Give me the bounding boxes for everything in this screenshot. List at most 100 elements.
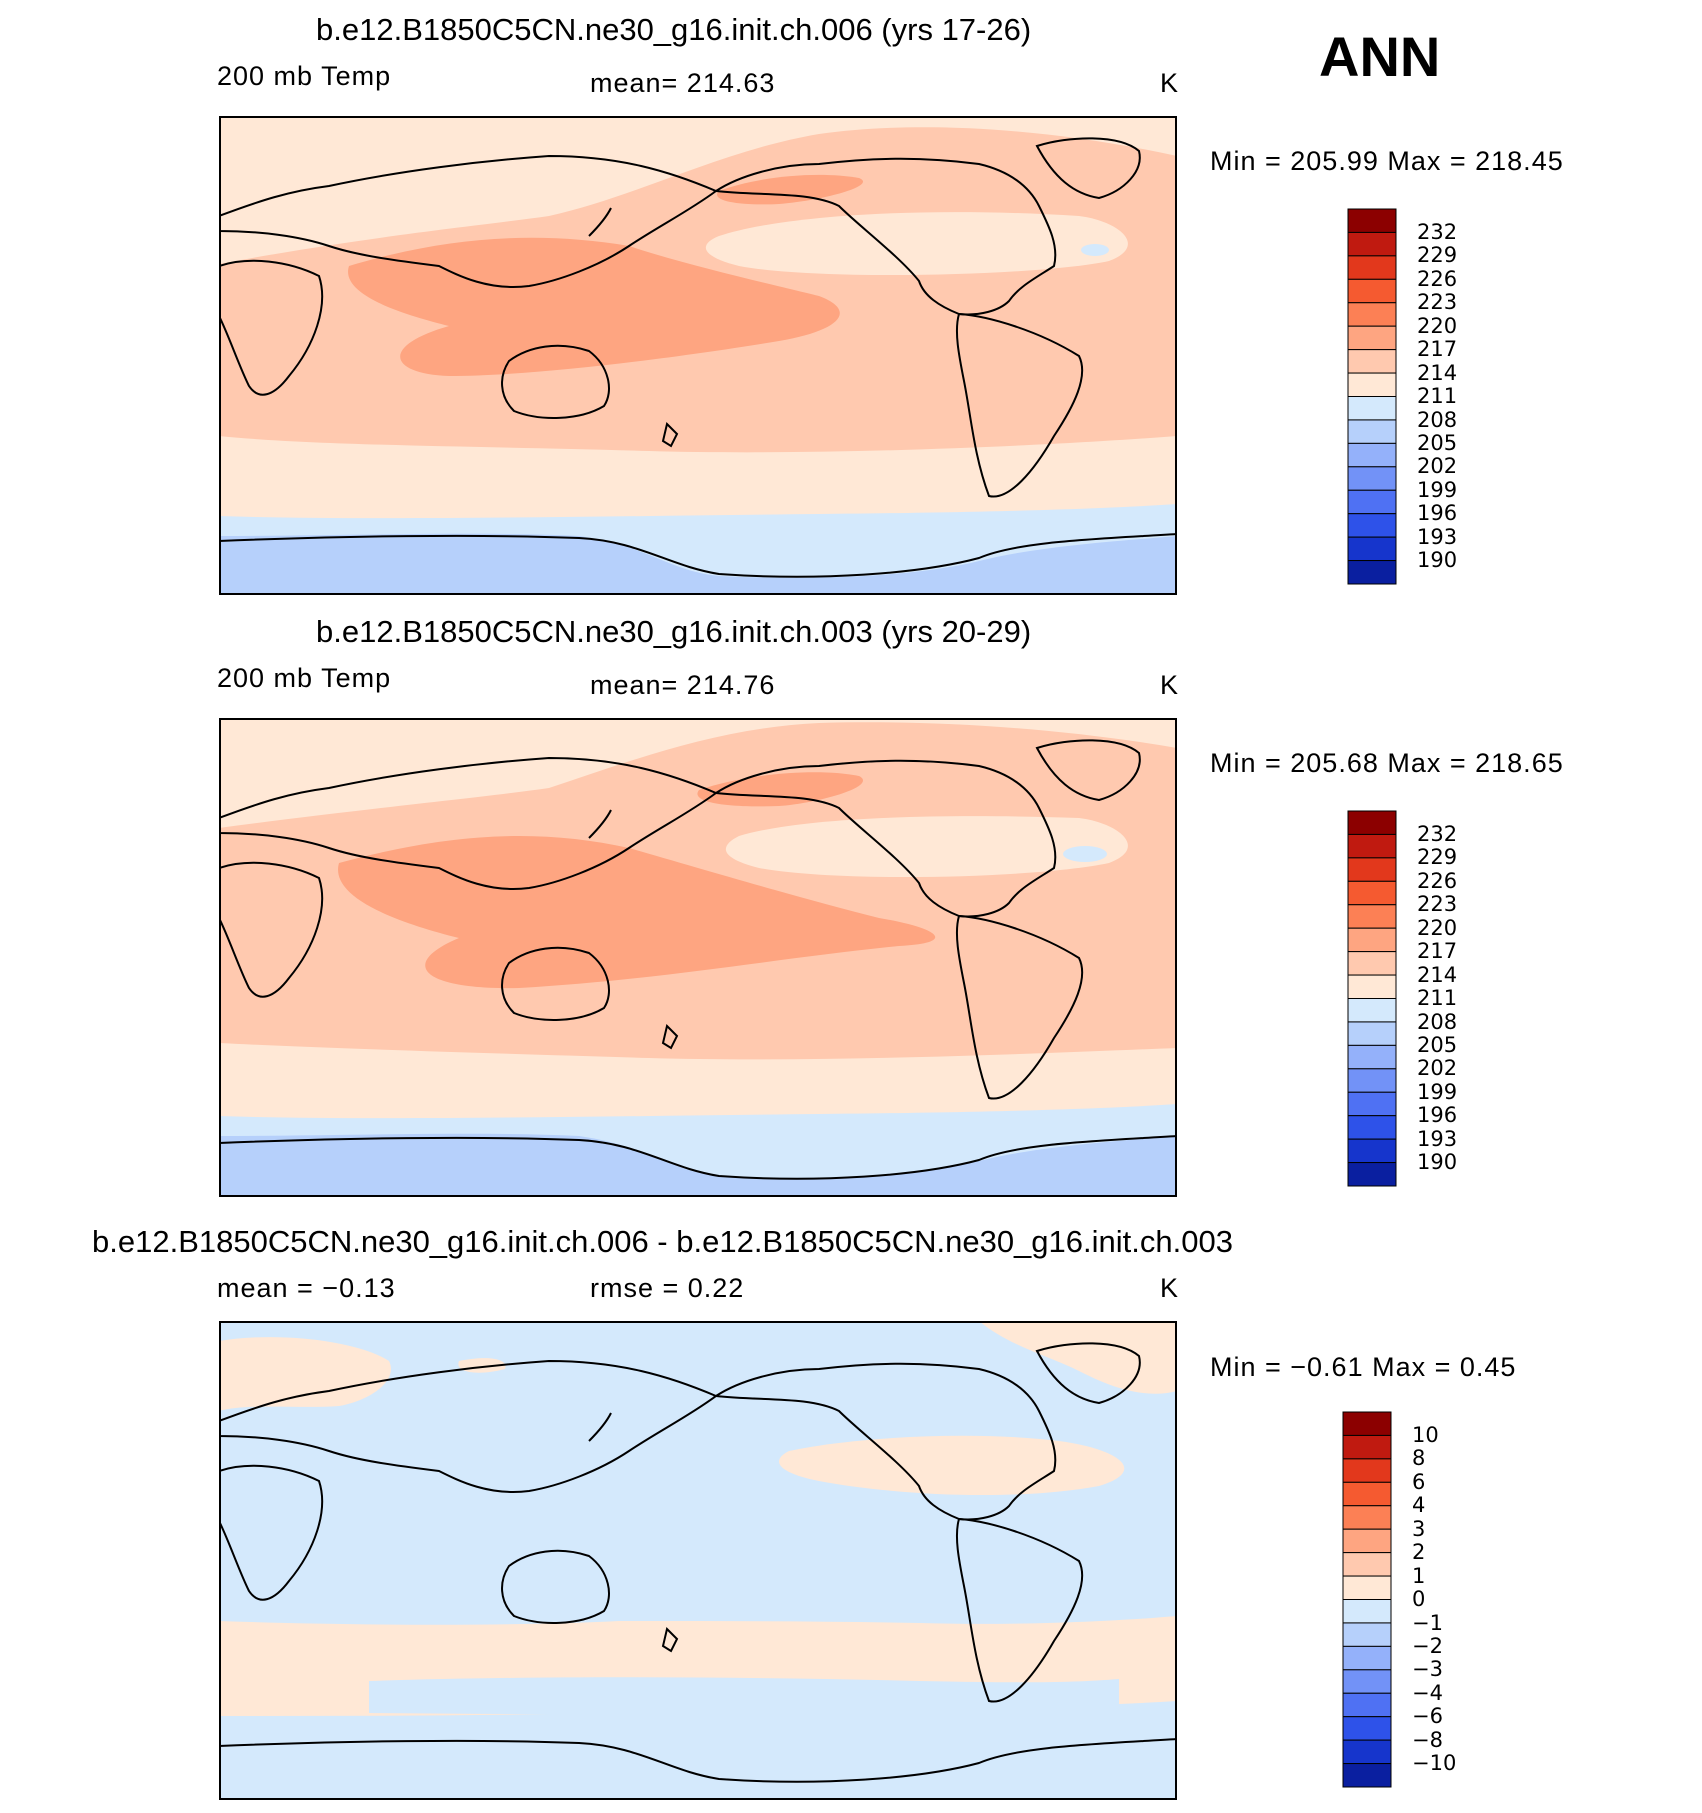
colorbar-swatch xyxy=(1342,1692,1392,1718)
coast-eurasia xyxy=(219,154,718,288)
colorbar-tick-label: 3 xyxy=(1412,1516,1426,1541)
colorbar-tick-label: 226 xyxy=(1417,266,1458,291)
coast-australia xyxy=(501,946,610,1021)
colorbar-tick-label: −8 xyxy=(1412,1727,1443,1752)
colorbar-tick-label: −1 xyxy=(1412,1610,1443,1635)
colorbar-swatch xyxy=(1347,833,1397,859)
colorbar-tick-label: 6 xyxy=(1412,1469,1426,1494)
colorbar-swatch xyxy=(1342,1434,1392,1460)
coast-eurasia xyxy=(219,1359,718,1493)
colorbar-swatch xyxy=(1347,857,1397,882)
coast-north-america xyxy=(713,1362,1057,1521)
colorbar-tick-label: 214 xyxy=(1417,962,1458,987)
colorbar-tick-label: 217 xyxy=(1417,939,1458,964)
colorbar-tick-label: −4 xyxy=(1412,1680,1443,1705)
coast-japan xyxy=(588,1412,612,1442)
coast-greenland xyxy=(1035,1342,1141,1405)
panel-2-variable-label: 200 mb Temp xyxy=(217,663,392,693)
colorbar-swatch xyxy=(1347,1115,1397,1140)
panel-3-field-base xyxy=(219,1321,1177,1800)
colorbar-swatch xyxy=(1347,255,1397,280)
colorbar-tick-label: 190 xyxy=(1417,1150,1458,1175)
coast-japan xyxy=(588,809,612,839)
panel-3-units: K xyxy=(1160,1273,1180,1303)
coast-greenland xyxy=(1035,137,1141,200)
panel-3-colorbar xyxy=(1342,1411,1400,1791)
colorbar-tick-label: 229 xyxy=(1417,845,1458,870)
colorbar-swatch xyxy=(1347,998,1397,1023)
colorbar-tick-label: 223 xyxy=(1417,892,1458,917)
anomaly-europe xyxy=(219,1337,391,1411)
coast-north-america xyxy=(713,759,1057,918)
colorbar-tick-label: 199 xyxy=(1417,477,1458,502)
panel-1-colorbar xyxy=(1347,208,1405,588)
coast-new-zealand xyxy=(661,1627,679,1653)
coast-africa xyxy=(219,861,324,998)
panel-2-title: b.e12.B1850C5CN.ne30_g16.init.ch.003 (yr… xyxy=(316,614,1032,649)
colorbar-tick-label: 1 xyxy=(1412,1563,1426,1588)
colorbar-tick-label: 229 xyxy=(1417,243,1458,268)
panel-1-units: K xyxy=(1160,68,1180,98)
colorbar-swatch xyxy=(1347,951,1397,976)
colorbar-tick-label: −2 xyxy=(1412,1633,1443,1658)
coast-australia xyxy=(501,344,610,419)
panel-2-field-214-npacific xyxy=(725,816,1128,878)
coast-antarctica xyxy=(219,533,1177,578)
colorbar-swatch xyxy=(1342,1716,1392,1741)
colorbar-swatch xyxy=(1347,1044,1397,1070)
colorbar-tick-label: 208 xyxy=(1417,407,1458,432)
colorbar-tick-label: 211 xyxy=(1417,384,1458,409)
colorbar-swatch xyxy=(1342,1411,1392,1436)
coast-south-america xyxy=(955,312,1084,498)
colorbar-tick-label: 193 xyxy=(1417,1126,1458,1151)
panel-2-coastlines xyxy=(219,739,1177,1180)
panel-3-frame xyxy=(219,1321,1177,1800)
panel-3-rmse-label: rmse = 0.22 xyxy=(590,1273,745,1303)
colorbar-swatch xyxy=(1347,278,1397,304)
colorbar-swatch xyxy=(1342,1599,1392,1624)
colorbar-swatch xyxy=(1342,1458,1392,1483)
colorbar-swatch xyxy=(1347,349,1397,374)
panel-1-field-220-alaska xyxy=(717,174,863,205)
panel-1-field-211-atlantic-spot xyxy=(1081,244,1109,256)
colorbar-tick-label: 4 xyxy=(1412,1493,1426,1518)
colorbar-tick-label: 211 xyxy=(1417,986,1458,1011)
colorbar-tick-label: 220 xyxy=(1417,313,1458,338)
coast-australia xyxy=(501,1549,610,1624)
colorbar-tick-label: 10 xyxy=(1412,1423,1439,1447)
coast-japan xyxy=(588,207,612,237)
colorbar-swatch xyxy=(1342,1669,1392,1694)
season-label: ANN xyxy=(1319,25,1441,88)
coast-south-america xyxy=(955,1517,1084,1703)
colorbar-tick-label: 190 xyxy=(1417,548,1458,573)
colorbar-swatch xyxy=(1342,1505,1392,1530)
colorbar-tick-label: 232 xyxy=(1417,822,1458,846)
panel-3-mean-label: mean = −0.13 xyxy=(217,1273,396,1303)
colorbar-swatch xyxy=(1347,1162,1397,1187)
colorbar-swatch xyxy=(1342,1739,1392,1765)
panel-1-coastlines xyxy=(219,137,1177,578)
panel-1-field-214-npacific xyxy=(705,212,1128,276)
colorbar-swatch xyxy=(1342,1622,1392,1647)
colorbar-swatch xyxy=(1347,927,1397,953)
colorbar-swatch xyxy=(1347,560,1397,585)
colorbar-tick-label: −10 xyxy=(1412,1751,1457,1776)
colorbar-tick-label: 196 xyxy=(1417,1103,1458,1128)
colorbar-swatch xyxy=(1347,419,1397,444)
panel-1-frame xyxy=(219,116,1177,595)
colorbar-tick-label: 8 xyxy=(1412,1446,1426,1471)
colorbar-swatch xyxy=(1347,904,1397,929)
colorbar-tick-label: 202 xyxy=(1417,1056,1458,1081)
panel-2-minmax: Min = 205.68 Max = 218.65 xyxy=(1210,748,1564,778)
colorbar-swatch xyxy=(1347,880,1397,906)
colorbar-swatch xyxy=(1347,1068,1397,1093)
colorbar-swatch xyxy=(1342,1481,1392,1507)
panel-2-mean-label: mean= 214.76 xyxy=(590,670,776,700)
panel-2-map xyxy=(219,718,1177,1197)
coast-south-america xyxy=(955,914,1084,1100)
panel-2-frame xyxy=(219,718,1177,1197)
panel-1-minmax: Min = 205.99 Max = 218.45 xyxy=(1210,146,1564,176)
coast-new-zealand xyxy=(661,422,679,448)
colorbar-tick-label: 199 xyxy=(1417,1079,1458,1104)
panel-3-coastlines xyxy=(219,1342,1177,1783)
